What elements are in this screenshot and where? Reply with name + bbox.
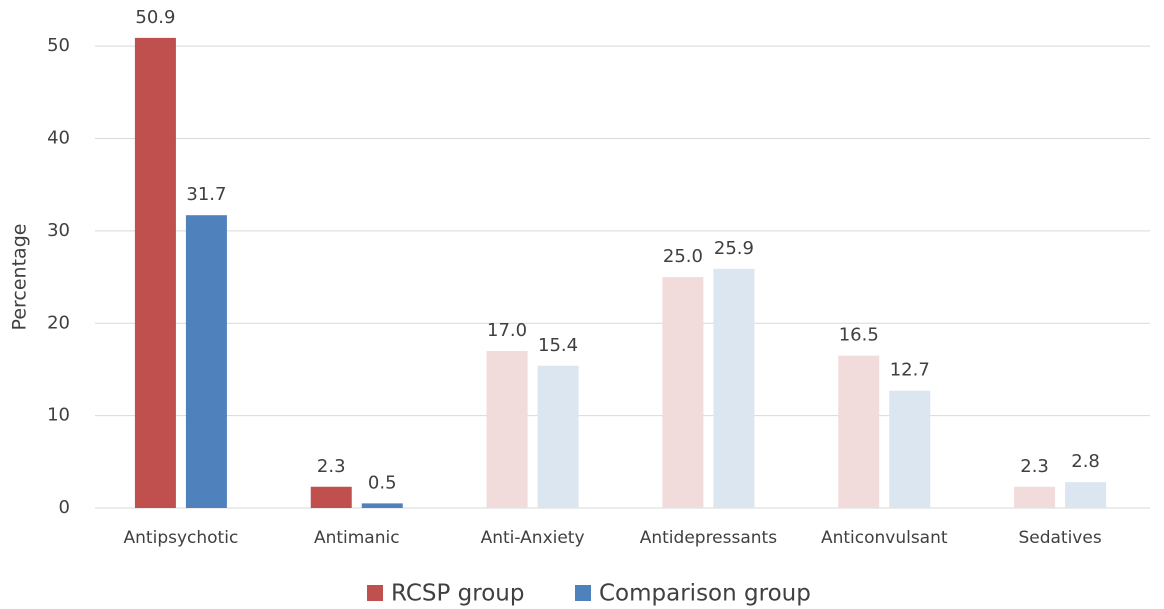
bar [134, 37, 176, 509]
bar [889, 390, 931, 508]
x-tick-label: Anticonvulsant [821, 528, 948, 548]
bar [1014, 486, 1056, 508]
legend-label: RCSP group [391, 581, 524, 607]
value-label: 12.7 [890, 360, 930, 381]
value-label: 2.3 [317, 456, 346, 477]
y-tick-label: 30 [47, 220, 70, 241]
bar [361, 503, 403, 508]
bar [713, 268, 755, 508]
legend-label: Comparison group [599, 581, 811, 607]
x-tick-label: Antimanic [314, 528, 400, 548]
value-label: 2.8 [1071, 451, 1100, 472]
value-label: 25.9 [714, 238, 754, 259]
bar [310, 486, 352, 508]
bar [1065, 482, 1107, 508]
y-tick-label: 10 [47, 405, 70, 426]
y-axis-label: Percentage [9, 224, 31, 331]
bar [486, 350, 528, 508]
legend-swatch [575, 585, 591, 601]
value-label: 0.5 [368, 472, 397, 493]
y-tick-label: 50 [47, 35, 70, 56]
y-tick-label: 20 [47, 312, 70, 333]
bar [185, 215, 227, 508]
value-label: 25.0 [663, 246, 703, 267]
x-tick-label: Anti-Anxiety [481, 528, 585, 548]
bar [662, 277, 704, 508]
value-label: 31.7 [186, 184, 226, 205]
value-label: 50.9 [135, 7, 175, 28]
value-label: 16.5 [839, 325, 879, 346]
x-tick-label: Antipsychotic [124, 528, 239, 548]
value-label: 17.0 [487, 320, 527, 341]
y-tick-label: 0 [59, 497, 70, 518]
x-tick-label: Sedatives [1018, 528, 1101, 548]
value-label: 2.3 [1020, 456, 1049, 477]
value-label: 15.4 [538, 335, 578, 356]
bar [537, 365, 579, 508]
y-tick-label: 40 [47, 128, 70, 149]
bar [838, 355, 880, 508]
legend-swatch [367, 585, 383, 601]
x-tick-label: Antidepressants [640, 528, 777, 548]
